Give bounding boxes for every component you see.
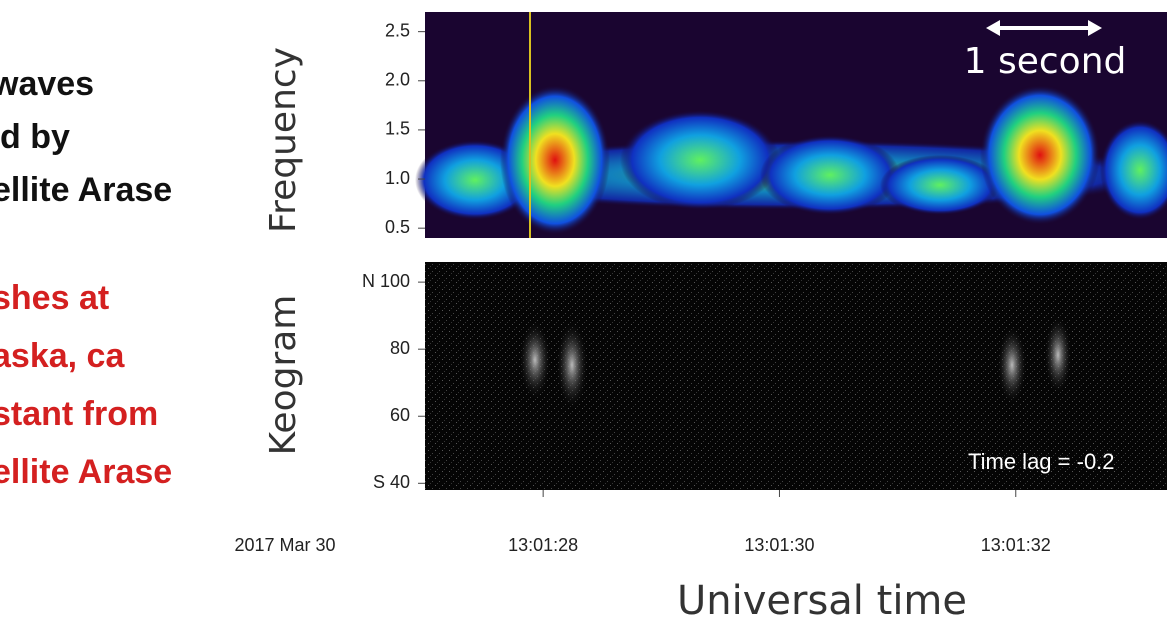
x-axis-title: Universal time — [677, 578, 967, 624]
slide-text: aska, ca — [0, 337, 125, 375]
y-tick-label: 2.0 — [385, 70, 410, 90]
scale-label: 1 second — [964, 41, 1127, 82]
scale-arrow — [986, 20, 1102, 36]
slide-text: ellite Arase — [0, 171, 172, 209]
slide-text: waves — [0, 65, 94, 103]
date-label: 2017 Mar 30 — [234, 535, 335, 555]
y-tick-label: 0.5 — [385, 217, 410, 237]
left-text: waves d by ellite Arase shes at aska, ca stan… — [0, 65, 172, 491]
keogram-aurora — [519, 315, 1072, 410]
slide-text: d by — [0, 118, 70, 156]
x-tick-label: 13:01:28 — [508, 535, 578, 555]
y-tick-label: 2.5 — [385, 20, 410, 40]
slide-text: ellite Arase — [0, 453, 172, 491]
y-tick-label: 80 — [390, 338, 410, 358]
spectrogram-emission — [415, 85, 1167, 235]
y-tick-label: 1.5 — [385, 119, 410, 139]
y-tick-label: 60 — [390, 405, 410, 425]
slide-text: stant from — [0, 395, 158, 433]
y-tick-label: 1.0 — [385, 168, 410, 188]
x-tick-label: 13:01:32 — [981, 535, 1051, 555]
y-tick-label: S 40 — [373, 472, 410, 492]
slide-text: shes at — [0, 279, 109, 317]
x-tick-label: 13:01:30 — [744, 535, 814, 555]
y-tick-label: N 100 — [362, 271, 410, 291]
y-axis-title: Keogram — [263, 295, 304, 456]
keogram-annotation: Time lag = -0.2 — [968, 449, 1115, 474]
y-axis-title: Frequency — [263, 47, 304, 233]
